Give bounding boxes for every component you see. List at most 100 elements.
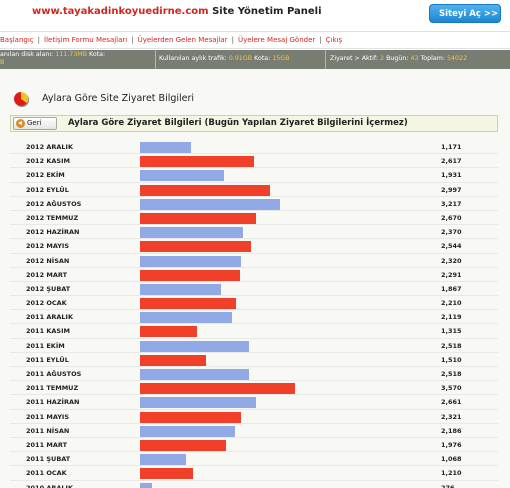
nav-item[interactable]: Başlangıç	[0, 36, 34, 44]
visit-count: 1,976	[441, 440, 462, 449]
visit-bar	[140, 397, 256, 409]
visit-bar	[140, 326, 198, 338]
visit-count: 1,068	[441, 455, 462, 464]
visits-prefix: Ziyaret > Aktif:	[330, 55, 379, 62]
visit-count: 2,617	[441, 157, 462, 166]
page-title: Aylara Göre Site Ziyaret Bilgileri	[42, 93, 195, 104]
visit-count: 2,997	[441, 185, 462, 194]
traffic-label: Kullanılan aylık trafik:	[159, 55, 227, 62]
visit-bar	[140, 454, 187, 466]
visit-count: 2,518	[441, 341, 462, 350]
month-label: 2012 EKİM	[26, 171, 65, 180]
chart-row: 2011 EKİM 2,518	[10, 339, 498, 353]
disk-usage-stat: anılan disk alanı: 111.73MB Kota: B	[0, 51, 150, 67]
visit-count: 1,210	[441, 469, 462, 478]
visit-bar	[140, 241, 251, 253]
visit-count: 2,186	[441, 426, 462, 435]
chart-row: 2012 AĞUSTOS 3,217	[10, 197, 498, 211]
month-label: 2011 ARALIK	[26, 313, 74, 322]
disk-quota-value: B	[0, 59, 5, 66]
month-label: 2011 EYLÜL	[26, 355, 69, 364]
open-site-button[interactable]: Siteyi Aç >>	[429, 4, 501, 23]
nav-separator: |	[37, 36, 41, 44]
nav-item[interactable]: İletişim Formu Mesajları	[44, 36, 128, 44]
chart-row: 2012 HAZİRAN 2,370	[10, 225, 498, 240]
month-label: 2012 OCAK	[26, 299, 67, 308]
month-label: 2012 AĞUSTOS	[26, 199, 82, 208]
site-domain-link[interactable]: www.tayakadinkoyuedirne.com	[32, 6, 209, 17]
visit-count: 1,315	[441, 327, 462, 336]
visit-bar	[140, 411, 241, 423]
nav-item[interactable]: Üyelere Mesaj Gönder	[237, 36, 316, 44]
chart-row: 2010 ARALIK 276	[10, 481, 498, 488]
month-label: 2011 TEMMUZ	[26, 384, 79, 393]
month-label: 2012 KASIM	[26, 157, 70, 166]
nav-separator: |	[231, 36, 234, 44]
visit-count: 1,931	[441, 171, 462, 180]
disk-used-value: 111.73MB	[55, 51, 88, 58]
back-button-label: Geri	[27, 119, 42, 127]
status-divider	[155, 50, 156, 69]
month-label: 2010 ARALIK	[26, 483, 74, 488]
monthly-visits-chart: 2012 ARALIK 1,171 2012 KASIM 2,617 2012 EKİM…	[10, 140, 498, 488]
chart-row: 2011 NİSAN 2,186	[10, 424, 498, 438]
visit-count: 2,370	[441, 228, 462, 237]
month-label: 2011 OCAK	[26, 469, 67, 478]
nav-separator: |	[131, 36, 134, 44]
traffic-stat: Kullanılan aylık trafik: 0.91GB Kota: 15…	[159, 55, 290, 63]
visit-count: 1,510	[441, 355, 462, 364]
visit-bar	[140, 269, 240, 281]
visit-bar	[140, 212, 256, 224]
visit-bar	[140, 482, 152, 488]
chart-row: 2012 MAYIS 2,544	[10, 239, 498, 254]
month-label: 2012 ARALIK	[26, 143, 74, 151]
chart-row: 2012 MART 2,291	[10, 268, 498, 282]
chart-row: 2011 HAZİRAN 2,661	[10, 395, 498, 410]
visit-count: 2,518	[441, 370, 462, 378]
chart-row: 2012 NİSAN 2,320	[10, 254, 498, 268]
chart-row: 2011 MAYIS 2,321	[10, 410, 498, 424]
visit-count: 2,321	[441, 412, 462, 421]
visit-bar	[140, 383, 295, 395]
visit-bar	[140, 425, 235, 437]
chart-row: 2011 OCAK 1,210	[10, 466, 498, 481]
chart-row: 2012 ARALIK 1,171	[10, 140, 498, 155]
site-title: www.tayakadinkoyuedirne.com Site Yönetim…	[32, 6, 322, 17]
visit-bar	[140, 255, 241, 267]
month-label: 2012 MART	[26, 270, 67, 279]
month-label: 2011 ŞUBAT	[26, 455, 71, 464]
visit-bar	[140, 312, 232, 324]
visit-count: 2,670	[441, 213, 462, 222]
pie-chart-icon	[14, 92, 28, 106]
month-label: 2011 NİSAN	[26, 426, 70, 435]
visit-bar	[140, 468, 193, 480]
total-visitors-value: 54022	[447, 55, 468, 62]
nav-item[interactable]: Üyelerden Gelen Mesajlar	[137, 36, 228, 44]
chart-title: Aylara Göre Ziyaret Bilgileri (Bugün Yap…	[68, 118, 408, 128]
month-label: 2012 NİSAN	[26, 256, 70, 265]
visit-count: 2,210	[441, 299, 462, 308]
visit-count: 3,217	[441, 199, 462, 208]
month-label: 2011 EKİM	[26, 341, 65, 350]
visit-bar	[140, 142, 191, 153]
visits-stat: Ziyaret > Aktif: 2 Bugün: 43 Toplam: 540…	[330, 55, 467, 63]
chart-row: 2012 OCAK 2,210	[10, 296, 498, 311]
month-label: 2012 HAZİRAN	[26, 228, 80, 237]
month-label: 2011 MAYIS	[26, 412, 70, 421]
chart-row: 2011 MART 1,976	[10, 438, 498, 453]
visit-count: 2,661	[441, 398, 462, 407]
visit-bar	[140, 184, 271, 196]
nav-item[interactable]: Çıkış	[325, 36, 343, 44]
chart-row: 2012 EYLÜL 2,997	[10, 183, 498, 197]
visit-count: 2,544	[441, 242, 462, 251]
month-label: 2012 EYLÜL	[26, 185, 69, 194]
status-bar: anılan disk alanı: 111.73MB Kota: B Kull…	[0, 50, 510, 69]
disk-label: anılan disk alanı:	[0, 51, 54, 58]
visit-count: 2,320	[441, 256, 462, 265]
chart-header: Geri Aylara Göre Ziyaret Bilgileri (Bugü…	[10, 115, 498, 132]
traffic-quota-label: Kota:	[254, 55, 271, 62]
visit-count: 1,867	[441, 284, 462, 293]
month-label: 2011 AĞUSTOS	[26, 370, 82, 378]
chart-row: 2012 KASIM 2,617	[10, 154, 498, 169]
back-button[interactable]: Geri	[13, 117, 57, 130]
